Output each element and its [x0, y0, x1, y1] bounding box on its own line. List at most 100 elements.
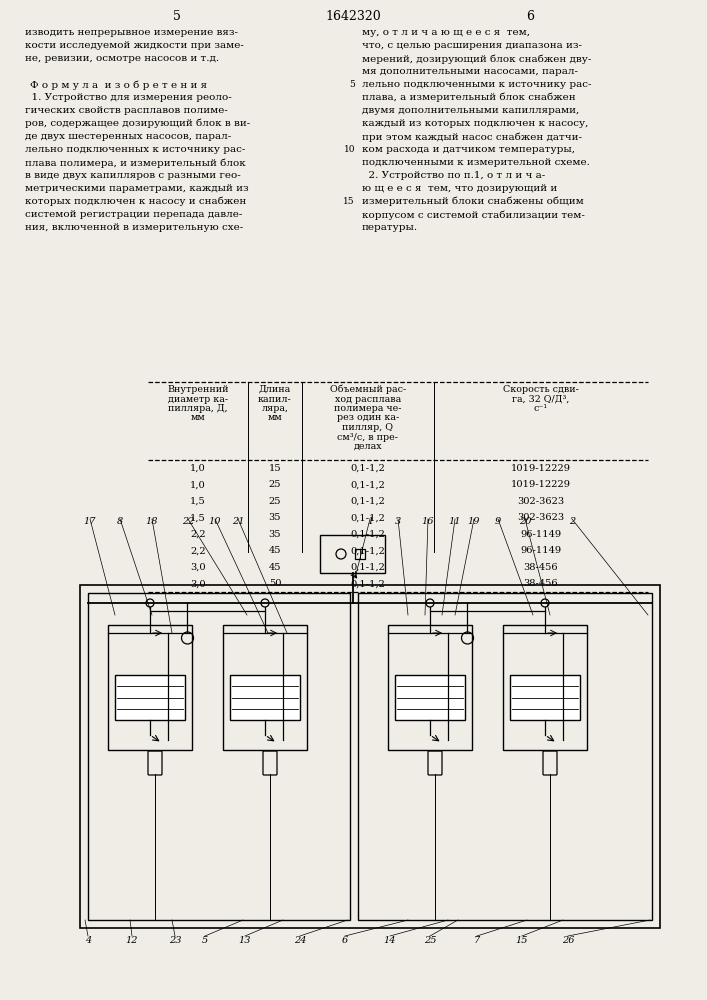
- Text: 15: 15: [344, 197, 355, 206]
- Text: делах: делах: [354, 442, 382, 451]
- Text: 5: 5: [202, 936, 208, 945]
- Text: 11: 11: [449, 517, 461, 526]
- Text: подключенными к измерительной схеме.: подключенными к измерительной схеме.: [362, 158, 590, 167]
- Text: рез один ка-: рез один ка-: [337, 414, 399, 422]
- Text: 3,0: 3,0: [190, 579, 206, 588]
- Text: 0,1-1,2: 0,1-1,2: [351, 546, 385, 555]
- Text: 0,1-1,2: 0,1-1,2: [351, 480, 385, 489]
- Text: в виде двух капилляров с разными гео-: в виде двух капилляров с разными гео-: [25, 171, 241, 180]
- Text: ком расхода и датчиком температуры,: ком расхода и датчиком температуры,: [362, 145, 575, 154]
- Text: Длина: Длина: [259, 385, 291, 394]
- Text: 1,0: 1,0: [190, 480, 206, 489]
- Text: ход расплава: ход расплава: [335, 394, 401, 403]
- Text: диаметр ка-: диаметр ка-: [168, 394, 228, 403]
- Text: Объемный рас-: Объемный рас-: [330, 385, 406, 394]
- Text: 2,2: 2,2: [190, 546, 206, 555]
- Text: 12: 12: [126, 936, 139, 945]
- Text: 0,1-1,2: 0,1-1,2: [351, 530, 385, 539]
- Text: 6: 6: [342, 936, 348, 945]
- Text: 1019-12229: 1019-12229: [511, 480, 571, 489]
- Text: 1019-12229: 1019-12229: [511, 464, 571, 473]
- Bar: [88, 593, 350, 920]
- Text: 6: 6: [526, 10, 534, 23]
- Text: 50: 50: [269, 579, 281, 588]
- Text: 25: 25: [423, 936, 436, 945]
- Text: 17: 17: [83, 517, 96, 526]
- Text: 3,0: 3,0: [190, 563, 206, 572]
- Text: c⁻¹: c⁻¹: [534, 404, 548, 413]
- Text: 2,2: 2,2: [190, 530, 206, 539]
- Text: 0,1-1,2: 0,1-1,2: [351, 464, 385, 473]
- Text: 14: 14: [384, 936, 396, 945]
- Text: 302-3623: 302-3623: [518, 513, 565, 522]
- Text: 1,0: 1,0: [190, 464, 206, 473]
- Text: 25: 25: [269, 497, 281, 506]
- Text: Внутренний: Внутренний: [168, 385, 229, 394]
- Text: 0,1-1,2: 0,1-1,2: [351, 579, 385, 588]
- Bar: [395, 675, 465, 720]
- Text: 96-1149: 96-1149: [520, 530, 561, 539]
- Text: Скорость сдви-: Скорость сдви-: [503, 385, 579, 394]
- Text: ния, включенной в измерительную схе-: ния, включенной в измерительную схе-: [25, 223, 243, 232]
- Text: 45: 45: [269, 563, 281, 572]
- Text: системой регистрации перепада давле-: системой регистрации перепада давле-: [25, 210, 243, 219]
- Text: 5: 5: [349, 80, 355, 89]
- Text: 1. Устройство для измерения реоло-: 1. Устройство для измерения реоло-: [25, 93, 232, 102]
- Text: что, с целью расширения диапазона из-: что, с целью расширения диапазона из-: [362, 41, 582, 50]
- Text: пилляра, Д,: пилляра, Д,: [168, 404, 228, 413]
- Text: которых подключен к насосу и снабжен: которых подключен к насосу и снабжен: [25, 197, 246, 207]
- Text: мм: мм: [268, 414, 282, 422]
- Text: Ф о р м у л а  и з о б р е т е н и я: Ф о р м у л а и з о б р е т е н и я: [30, 80, 207, 90]
- Text: лельно подключенными к источнику рас-: лельно подключенными к источнику рас-: [362, 80, 592, 89]
- Text: 15: 15: [515, 936, 528, 945]
- Bar: [388, 625, 472, 750]
- Bar: [115, 675, 185, 720]
- Text: 15: 15: [269, 464, 281, 473]
- Text: ю щ е е с я  тем, что дозирующий и: ю щ е е с я тем, что дозирующий и: [362, 184, 557, 193]
- Bar: [223, 625, 307, 750]
- Bar: [355, 549, 365, 559]
- Text: 10: 10: [209, 517, 221, 526]
- Text: плава, а измерительный блок снабжен: плава, а измерительный блок снабжен: [362, 93, 575, 103]
- Text: 1642320: 1642320: [325, 10, 381, 23]
- Text: 2: 2: [569, 517, 575, 526]
- Text: 0,1-1,2: 0,1-1,2: [351, 513, 385, 522]
- Text: му, о т л и ч а ю щ е е с я  тем,: му, о т л и ч а ю щ е е с я тем,: [362, 28, 530, 37]
- Text: изводить непрерывное измерение вяз-: изводить непрерывное измерение вяз-: [25, 28, 238, 37]
- Text: 25: 25: [269, 480, 281, 489]
- Bar: [108, 625, 192, 750]
- Text: 9: 9: [495, 517, 501, 526]
- Text: 1: 1: [367, 517, 373, 526]
- Text: 19: 19: [468, 517, 480, 526]
- Text: при этом каждый насос снабжен датчи-: при этом каждый насос снабжен датчи-: [362, 132, 582, 141]
- Text: 13: 13: [239, 936, 251, 945]
- Bar: [358, 593, 652, 920]
- Text: 7: 7: [474, 936, 480, 945]
- Text: 26: 26: [562, 936, 574, 945]
- Text: 38-456: 38-456: [524, 579, 559, 588]
- Bar: [503, 625, 587, 750]
- Text: капил-: капил-: [258, 394, 292, 403]
- Text: мя дополнительными насосами, парал-: мя дополнительными насосами, парал-: [362, 67, 578, 76]
- Text: каждый из которых подключен к насосу,: каждый из которых подключен к насосу,: [362, 119, 588, 128]
- Text: 2. Устройство по п.1, о т л и ч а-: 2. Устройство по п.1, о т л и ч а-: [362, 171, 545, 180]
- Text: лельно подключенных к источнику рас-: лельно подключенных к источнику рас-: [25, 145, 245, 154]
- Text: плава полимера, и измерительный блок: плава полимера, и измерительный блок: [25, 158, 246, 167]
- Text: 22: 22: [182, 517, 194, 526]
- Text: 18: 18: [146, 517, 158, 526]
- Bar: [80, 585, 660, 928]
- Text: 5: 5: [173, 10, 181, 23]
- Text: корпусом с системой стабилизации тем-: корпусом с системой стабилизации тем-: [362, 210, 585, 220]
- Text: 0,1-1,2: 0,1-1,2: [351, 563, 385, 572]
- Text: 0,1-1,2: 0,1-1,2: [351, 497, 385, 506]
- Text: 20: 20: [519, 517, 531, 526]
- Bar: [320, 535, 385, 573]
- Text: 8: 8: [117, 517, 123, 526]
- Text: мерений, дозирующий блок снабжен дву-: мерений, дозирующий блок снабжен дву-: [362, 54, 591, 64]
- Text: 10: 10: [344, 145, 355, 154]
- Text: мм: мм: [191, 414, 205, 422]
- Text: пилляр, Q: пилляр, Q: [342, 423, 394, 432]
- Text: 1,5: 1,5: [190, 497, 206, 506]
- Text: га, 32 Q/Д³,: га, 32 Q/Д³,: [513, 394, 570, 403]
- Text: измерительный блоки снабжены общим: измерительный блоки снабжены общим: [362, 197, 584, 207]
